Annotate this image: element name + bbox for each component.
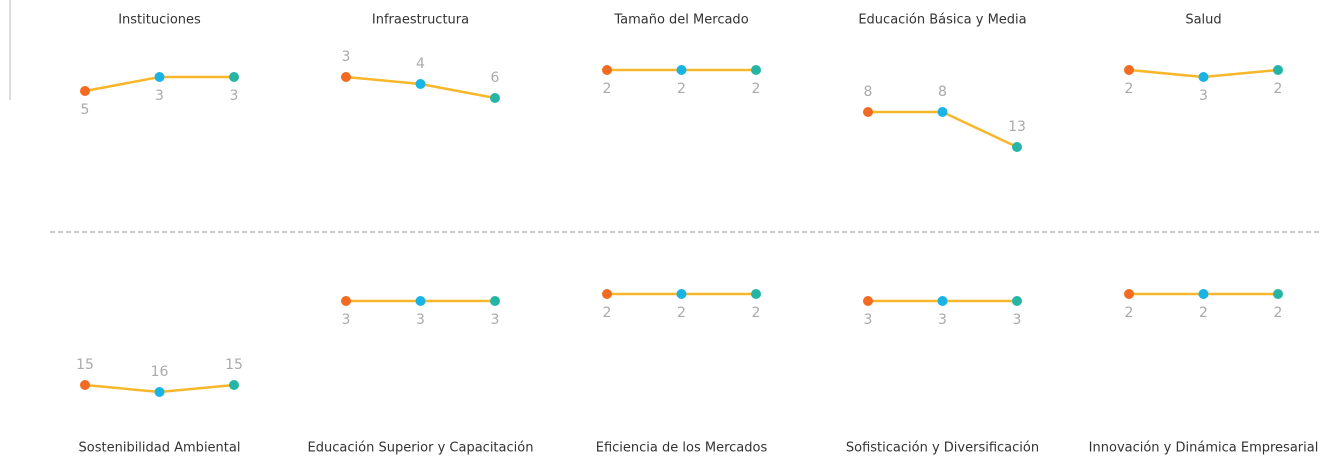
data-label: 2 bbox=[1125, 81, 1134, 97]
panel-title: Instituciones bbox=[118, 13, 201, 28]
data-label: 3 bbox=[342, 49, 351, 65]
point bbox=[676, 65, 687, 75]
point bbox=[154, 387, 165, 397]
point bbox=[602, 289, 612, 299]
point bbox=[415, 79, 426, 89]
point bbox=[1012, 296, 1022, 306]
data-label: 3 bbox=[938, 312, 947, 328]
data-label: 3 bbox=[491, 312, 500, 328]
point bbox=[1124, 289, 1134, 299]
data-label: 2 bbox=[677, 81, 686, 97]
data-label: 2 bbox=[603, 81, 612, 97]
data-label: 4 bbox=[416, 56, 425, 72]
point bbox=[229, 380, 239, 390]
point bbox=[154, 72, 165, 82]
point bbox=[1124, 65, 1134, 75]
point bbox=[1012, 142, 1022, 152]
data-label: 2 bbox=[1274, 81, 1283, 97]
point bbox=[80, 380, 90, 390]
panel-title: Tamaño del Mercado bbox=[613, 13, 748, 28]
point bbox=[863, 107, 873, 117]
data-label: 13 bbox=[1008, 119, 1026, 135]
data-label: 2 bbox=[752, 305, 761, 321]
data-label: 2 bbox=[1125, 305, 1134, 321]
panel-title: Eficiencia de los Mercados bbox=[596, 441, 768, 456]
data-label: 8 bbox=[938, 84, 947, 100]
data-label: 2 bbox=[1274, 305, 1283, 321]
panel-title: Infraestructura bbox=[372, 13, 469, 28]
data-label: 2 bbox=[1199, 305, 1208, 321]
point bbox=[1273, 65, 1283, 75]
data-label: 8 bbox=[864, 84, 873, 100]
data-label: 16 bbox=[151, 364, 169, 380]
data-label: 3 bbox=[1013, 312, 1022, 328]
panel-title: Educación Superior y Capacitación bbox=[308, 441, 534, 456]
data-label: 2 bbox=[603, 305, 612, 321]
line bbox=[868, 110, 1018, 149]
point bbox=[490, 93, 500, 103]
point bbox=[751, 65, 761, 75]
point bbox=[602, 65, 612, 75]
point bbox=[1198, 289, 1209, 299]
point bbox=[415, 296, 426, 306]
point bbox=[1198, 72, 1209, 82]
data-label: 3 bbox=[416, 312, 425, 328]
panel-title: Salud bbox=[1185, 13, 1221, 28]
data-label: 5 bbox=[81, 102, 90, 118]
point bbox=[676, 289, 687, 299]
data-label: 3 bbox=[230, 88, 239, 104]
panel-title: Innovación y Dinámica Empresarial bbox=[1089, 441, 1319, 456]
point bbox=[937, 296, 948, 306]
point bbox=[490, 296, 500, 306]
point bbox=[751, 289, 761, 299]
data-label: 2 bbox=[677, 305, 686, 321]
panel-title: Sostenibilidad Ambiental bbox=[79, 441, 241, 456]
point bbox=[80, 86, 90, 96]
data-label: 3 bbox=[1199, 88, 1208, 104]
point bbox=[937, 107, 948, 117]
point bbox=[229, 72, 239, 82]
data-label: 6 bbox=[491, 70, 500, 86]
point bbox=[1273, 289, 1283, 299]
data-label: 3 bbox=[864, 312, 873, 328]
panel-title: Sofisticación y Diversificación bbox=[846, 441, 1039, 456]
data-label: 3 bbox=[342, 312, 351, 328]
panel-title: Educación Básica y Media bbox=[858, 13, 1026, 28]
data-label: 15 bbox=[225, 357, 243, 373]
point bbox=[341, 296, 351, 306]
data-label: 15 bbox=[76, 357, 94, 373]
data-label: 2 bbox=[752, 81, 761, 97]
point bbox=[341, 72, 351, 82]
data-label: 3 bbox=[155, 88, 164, 104]
point bbox=[863, 296, 873, 306]
